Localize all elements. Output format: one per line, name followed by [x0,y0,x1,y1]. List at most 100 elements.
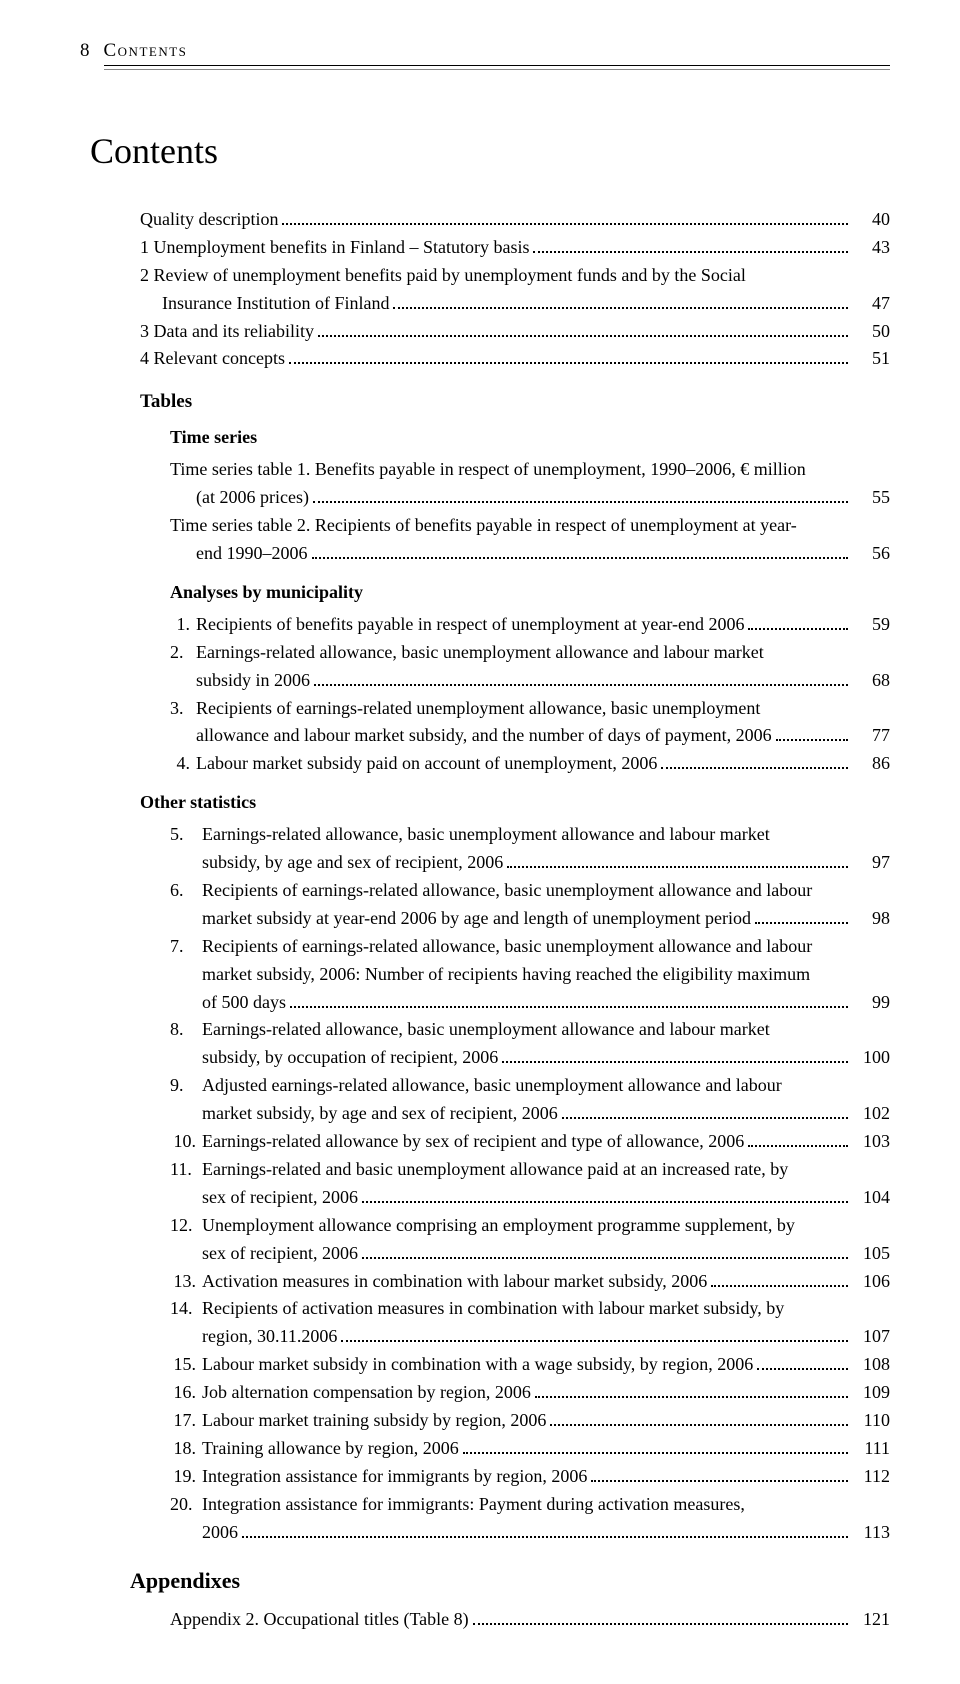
toc-entry: 4. Labour market subsidy paid on account… [140,750,890,778]
toc-leader [776,723,848,741]
toc-entry-multiline: Time series table 2. Recipients of benef… [140,512,890,540]
toc-page: 40 [852,206,890,234]
toc-leader [312,541,849,559]
toc-text: Activation measures in combination with … [202,1268,707,1296]
toc-text: sex of recipient, 2006 [202,1184,358,1212]
toc-text: Earnings-related allowance by sex of rec… [202,1128,744,1156]
toc-entry-multiline: 5.Earnings-related allowance, basic unem… [140,821,890,849]
toc-text: region, 30.11.2006 [202,1323,337,1351]
toc-entry-multiline: 20.Integration assistance for immigrants… [140,1491,890,1519]
toc-entry: 15.Labour market subsidy in combination … [140,1351,890,1379]
other-stats-heading: Other statistics [140,792,890,813]
toc-text: end 1990–2006 [196,540,308,568]
toc-entry-continuation: 2006 113 [140,1519,890,1547]
toc-text: Earnings-related allowance, basic unempl… [202,824,770,844]
toc-entry-multiline: 12.Unemployment allowance comprising an … [140,1212,890,1240]
toc-leader [502,1045,848,1063]
toc-page: 107 [852,1323,890,1351]
toc-page: 112 [852,1463,890,1491]
toc-text: Earnings-related and basic unemployment … [202,1159,788,1179]
toc-entry: 1 Unemployment benefits in Finland – Sta… [140,234,890,262]
toc-text: Earnings-related allowance, basic unempl… [196,642,764,662]
toc-text: 2 Review of unemployment benefits paid b… [140,265,746,285]
toc-text: Recipients of earnings-related allowance… [202,936,812,956]
toc-leader [562,1101,848,1119]
toc-leader [755,906,848,924]
toc-page: 104 [852,1184,890,1212]
toc-page: 86 [852,750,890,778]
toc-text: allowance and labour market subsidy, and… [196,722,772,750]
toc-leader [362,1185,848,1203]
toc-page: 105 [852,1240,890,1268]
toc-text: Unemployment allowance comprising an emp… [202,1215,795,1235]
toc-page: 43 [852,234,890,262]
toc-entry-multiline: 2.Earnings-related allowance, basic unem… [140,639,890,667]
toc-page: 110 [852,1407,890,1435]
toc-leader [550,1408,848,1426]
toc-entry-continuation: Insurance Institution of Finland 47 [140,290,890,318]
toc-leader [289,346,848,364]
toc-page: 50 [852,318,890,346]
toc-leader [463,1436,848,1454]
toc-leader [711,1269,848,1287]
toc-text: Adjusted earnings-related allowance, bas… [202,1075,782,1095]
toc-entry-continuation: subsidy, by age and sex of recipient, 20… [140,849,890,877]
toc-entry-multiline: 6.Recipients of earnings-related allowan… [140,877,890,905]
toc-entry: 19.Integration assistance for immigrants… [140,1463,890,1491]
toc-page: 108 [852,1351,890,1379]
toc-text: 2006 [202,1519,238,1547]
toc-page: 111 [852,1435,890,1463]
toc-text: 1 Unemployment benefits in Finland – Sta… [140,234,529,262]
toc-entry-multiline: 2 Review of unemployment benefits paid b… [140,262,890,290]
toc-leader [313,485,848,503]
toc-page: 97 [852,849,890,877]
toc-entry: 10.Earnings-related allowance by sex of … [140,1128,890,1156]
toc-num: 3. [170,695,196,723]
toc-num: 6. [170,877,202,905]
toc-num: 8. [170,1016,202,1044]
running-head: Contents [104,40,188,61]
tables-heading: Tables [140,391,890,413]
toc-leader [748,612,848,630]
toc-text: Recipients of activation measures in com… [202,1298,784,1318]
toc-leader [341,1324,848,1342]
toc-num: 1. [170,611,196,639]
toc-entry: 18.Training allowance by region, 2006111 [140,1435,890,1463]
toc-entry-multiline: 7.Recipients of earnings-related allowan… [140,933,890,961]
toc-entry-continuation: subsidy in 2006 68 [140,667,890,695]
toc-text: Job alternation compensation by region, … [202,1379,531,1407]
toc-text: Recipients of earnings-related allowance… [202,880,812,900]
toc-entry: 4 Relevant concepts 51 [140,345,890,373]
toc-text: Integration assistance for immigrants by… [202,1463,587,1491]
analyses-heading: Analyses by municipality [170,582,890,603]
toc-page: 106 [852,1268,890,1296]
toc-page: 47 [852,290,890,318]
toc-entry-continuation: region, 30.11.2006 107 [140,1323,890,1351]
toc-entry-multiline: Time series table 1. Benefits payable in… [140,456,890,484]
toc-leader [242,1520,848,1538]
toc-page: 51 [852,345,890,373]
toc-text: Quality description [140,206,278,234]
toc-num: 16. [170,1379,202,1407]
toc-entry-continuation: sex of recipient, 2006 104 [140,1184,890,1212]
toc-num: 9. [170,1072,202,1100]
toc-page: 113 [852,1519,890,1547]
toc-page: 100 [852,1044,890,1072]
toc-text: Labour market training subsidy by region… [202,1407,546,1435]
toc-text: subsidy, by occupation of recipient, 200… [202,1044,498,1072]
toc-page: 103 [852,1128,890,1156]
toc-text: Training allowance by region, 2006 [202,1435,459,1463]
time-series-heading: Time series [170,427,890,448]
toc-page: 121 [852,1606,890,1634]
toc-leader [591,1464,848,1482]
toc-entry: 16.Job alternation compensation by regio… [140,1379,890,1407]
toc-entry-continuation: market subsidy at year-end 2006 by age a… [140,905,890,933]
toc-entry: 13.Activation measures in combination wi… [140,1268,890,1296]
toc-leader [314,668,848,686]
toc-leader [748,1129,848,1147]
toc-num: 11. [170,1156,202,1184]
toc-num: 13. [170,1268,202,1296]
toc-entry-continuation: subsidy, by occupation of recipient, 200… [140,1044,890,1072]
toc-entry: Quality description 40 [140,206,890,234]
toc-leader [282,207,848,225]
